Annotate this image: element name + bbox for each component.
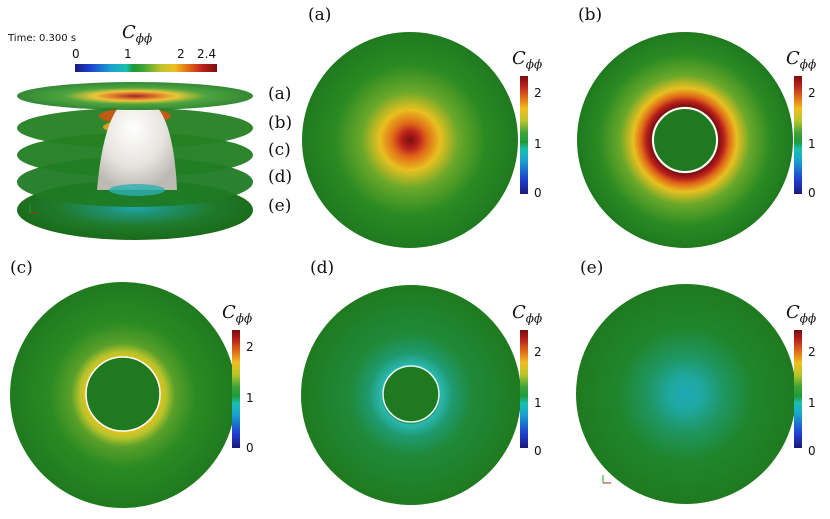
panel-c-colorbar-title: Cϕϕ — [222, 302, 253, 326]
slice-label-d: (d) — [268, 167, 293, 187]
panel-a-tick-0: 0 — [534, 186, 542, 200]
slice-label-a: (a) — [268, 84, 292, 104]
panel-d-tick-1: 1 — [534, 396, 542, 410]
overview-tick-0: 0 — [72, 47, 80, 61]
panel-b-colorbar-title: Cϕϕ — [786, 48, 817, 72]
time-label: Time: 0.300 s — [8, 33, 77, 44]
panel-d-tick-0: 0 — [534, 444, 542, 458]
panel-d-label: (d) — [310, 258, 335, 278]
panel-c-tick-2: 2 — [246, 340, 254, 354]
panel-e-tick-2: 2 — [808, 345, 816, 359]
panel-a-label: (a) — [308, 5, 332, 25]
panel-a-colorbar-title: Cϕϕ — [512, 48, 543, 72]
panel-c-colorbar — [232, 330, 240, 448]
overview-3d-render — [17, 82, 253, 240]
overview-colorbar-title: Cϕϕ — [122, 22, 153, 46]
panel-a-tick-2: 2 — [534, 86, 542, 100]
slice-label-e: (e) — [268, 196, 292, 216]
panel-c-tick-0: 0 — [246, 441, 254, 455]
overview-colorbar — [75, 64, 217, 72]
panel-a-tick-1: 1 — [534, 137, 542, 151]
overview-tick-2: 2 — [177, 47, 185, 61]
panel-e-colorbar — [794, 330, 802, 448]
panel-c-tick-1: 1 — [246, 391, 254, 405]
slice-label-c: (c) — [268, 140, 291, 160]
panel-a-colorbar — [520, 76, 528, 194]
axes-triad-icon — [602, 475, 611, 484]
panel-d-tick-2: 2 — [534, 345, 542, 359]
panel-e-tick-0: 0 — [808, 444, 816, 458]
slice-a — [17, 82, 253, 110]
panel-e-tick-1: 1 — [808, 396, 816, 410]
slice-label-b: (b) — [268, 113, 293, 133]
panel-e-colorbar-title: Cϕϕ — [786, 302, 817, 326]
panel-b-tick-0: 0 — [808, 186, 816, 200]
panel-d-colorbar-title: Cϕϕ — [512, 302, 543, 326]
panel-b-label: (b) — [578, 5, 603, 25]
panel-a-disk — [302, 32, 518, 248]
panel-b-tick-1: 1 — [808, 137, 816, 151]
overview-tick-3: 2.4 — [197, 47, 217, 61]
panel-b-tick-2: 2 — [808, 86, 816, 100]
panel-b-disk — [577, 32, 793, 248]
panel-e-disk — [576, 284, 796, 504]
overview-tick-1: 1 — [124, 47, 132, 61]
panel-c-disk — [10, 282, 236, 508]
panel-d-disk — [301, 285, 521, 505]
panel-e-label: (e) — [580, 258, 604, 278]
panel-b-colorbar — [794, 76, 802, 194]
bubble — [97, 96, 177, 190]
panel-d-colorbar — [520, 330, 528, 448]
panel-c-label: (c) — [10, 258, 33, 278]
